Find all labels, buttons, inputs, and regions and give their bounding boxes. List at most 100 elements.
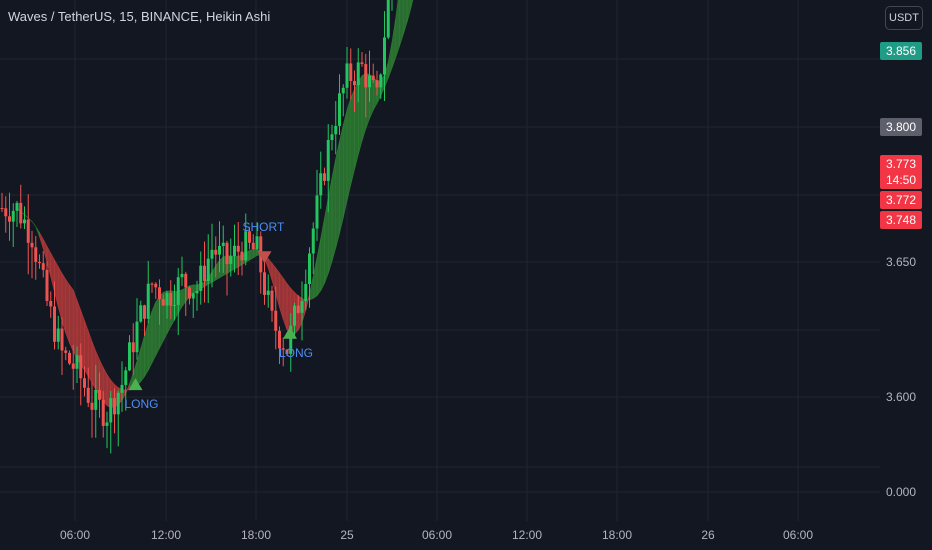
candle-body [188, 287, 191, 299]
candle-body [105, 422, 109, 426]
price-label: 3.772 [880, 191, 922, 209]
candle-body [206, 258, 210, 282]
currency-button[interactable]: USDT [885, 6, 923, 30]
ribbon-segment [342, 110, 348, 218]
candle-body [326, 139, 330, 181]
ribbon-segment [350, 89, 355, 185]
candle-body [120, 384, 124, 393]
x-tick-label: 18:00 [602, 528, 632, 542]
candle-body [360, 62, 364, 65]
candle-body [300, 301, 304, 313]
long-triangle-icon [128, 378, 143, 391]
candle-body [236, 245, 240, 252]
price-axis-pane [880, 0, 932, 550]
candle-body [158, 287, 161, 300]
candle-body [308, 253, 311, 285]
candle-body [270, 290, 274, 311]
candle-body [184, 273, 188, 288]
candle-body [0, 208, 4, 209]
candle-body [218, 245, 221, 255]
ribbon-segment [354, 81, 359, 170]
candle-body [233, 245, 236, 257]
candle-body [263, 272, 266, 295]
candle-body [368, 75, 371, 88]
candle-body [143, 305, 146, 319]
price-label-bg [880, 171, 922, 189]
candle-body [371, 75, 375, 81]
price-label-bg [880, 191, 922, 209]
ribbon-segment [335, 141, 340, 249]
x-tick-label: 12:00 [151, 528, 181, 542]
ribbon-segment [84, 320, 89, 378]
ribbon-segment [357, 74, 363, 155]
y-tick-label: 3.650 [886, 255, 916, 269]
candle-body [60, 328, 64, 351]
candle-body [169, 293, 173, 306]
candle-body [338, 93, 341, 126]
candle-body [30, 242, 34, 248]
candle-body [49, 300, 53, 307]
candle-body [334, 125, 338, 135]
x-tick-label: 25 [340, 528, 354, 542]
candle-body [319, 173, 323, 196]
ribbon-segment [219, 256, 224, 279]
x-tick-label: 06:00 [60, 528, 90, 542]
candle-body [135, 321, 139, 353]
candle-body [315, 195, 319, 229]
candle-body [323, 173, 326, 181]
candles [0, 0, 393, 454]
candle-body [240, 251, 244, 261]
ribbon-segment [72, 289, 78, 359]
ribbon-segment [339, 124, 344, 234]
short-signal-marker: SHORT [243, 220, 285, 264]
price-label: 3.856 [880, 42, 922, 60]
price-label-bg [880, 118, 922, 136]
price-label-text: 3.800 [886, 120, 916, 134]
long-triangle-icon [283, 326, 297, 339]
price-label: 3.800 [880, 118, 922, 136]
price-label: 14:50 [880, 171, 922, 189]
candle-body [278, 330, 281, 349]
candle-body [221, 242, 225, 246]
candle-body [293, 305, 296, 326]
x-tick-label: 26 [701, 528, 715, 542]
candle-body [71, 363, 75, 369]
candle-body [173, 304, 176, 306]
ribbon-segment [76, 300, 82, 366]
ribbon-segment [346, 98, 352, 201]
candle-body [266, 290, 270, 295]
grid [0, 0, 880, 521]
candle-body [386, 0, 390, 38]
candle-body [131, 342, 135, 353]
candle-body [26, 219, 30, 243]
price-label-text: 3.856 [886, 44, 916, 58]
candle-body [53, 306, 56, 342]
candle-body [281, 348, 285, 350]
candle-body [375, 80, 379, 88]
candle-body [356, 62, 360, 86]
price-label-bg [880, 155, 922, 173]
x-tick-label: 12:00 [512, 528, 542, 542]
y-tick-label: 3.600 [886, 390, 916, 404]
candle-body [289, 325, 293, 354]
short-triangle-icon [257, 251, 272, 264]
price-label: 3.773 [880, 155, 922, 173]
candle-body [154, 283, 158, 288]
candle-body [330, 134, 334, 140]
candle-body [19, 202, 23, 224]
candle-body [139, 305, 143, 322]
candle-body [116, 392, 120, 415]
candle-body [199, 265, 203, 291]
ribbon-segment [331, 158, 337, 262]
candle-body [285, 349, 289, 354]
candle-body [150, 283, 154, 285]
price-label-bg [880, 42, 922, 60]
ribbon-segment [234, 255, 239, 270]
candle-body [109, 398, 113, 423]
price-label-text: 3.772 [886, 193, 916, 207]
price-label-text: 3.773 [886, 157, 916, 171]
candle-body [11, 210, 15, 222]
candle-body [75, 355, 79, 369]
y-tick-label: 0.000 [886, 485, 916, 499]
